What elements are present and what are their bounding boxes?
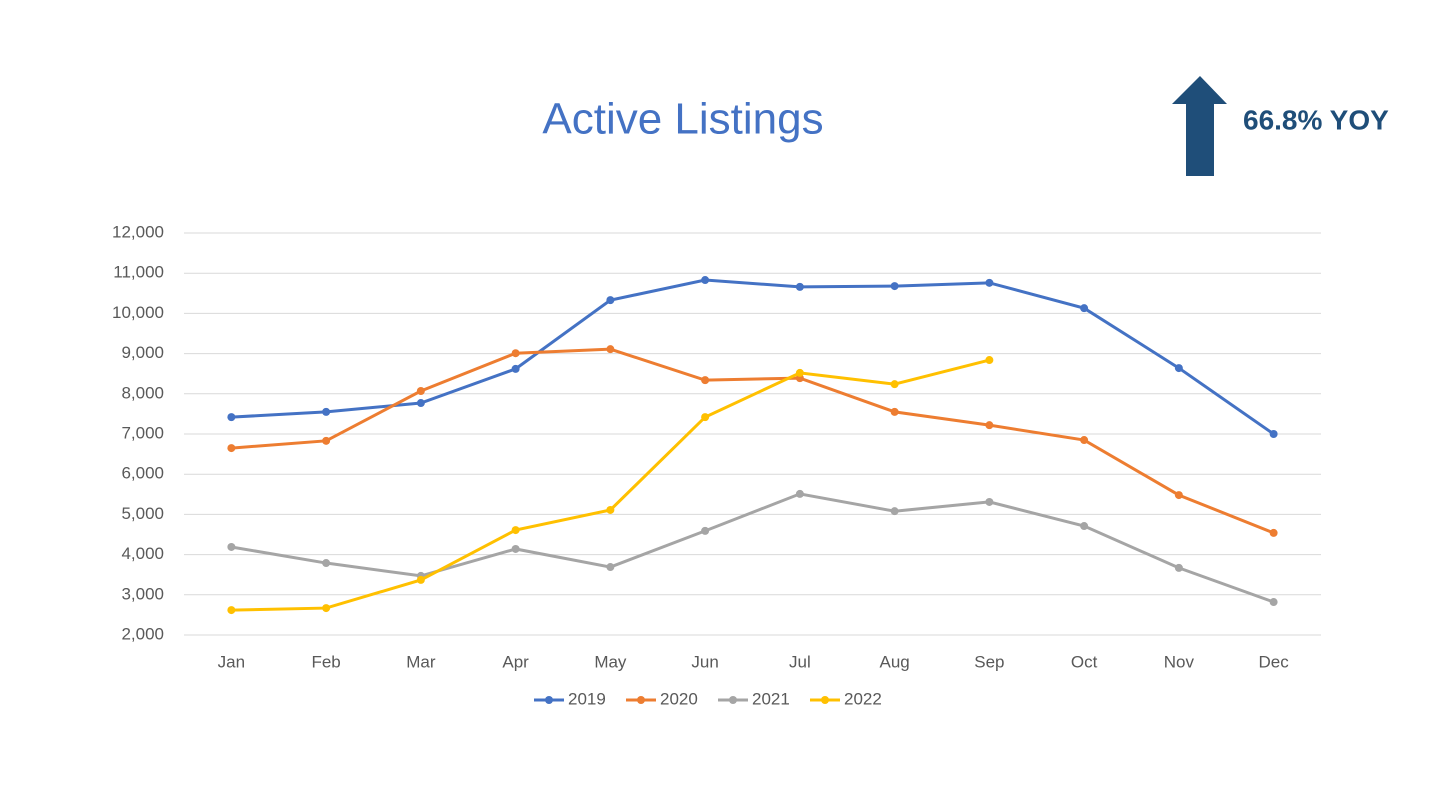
x-tick-label: Nov — [1164, 652, 1195, 671]
marker — [701, 526, 710, 535]
marker — [511, 364, 520, 373]
x-tick-label: Jun — [691, 652, 718, 671]
legend-label: 2021 — [752, 689, 790, 708]
x-tick-label: May — [594, 652, 627, 671]
marker — [985, 421, 994, 430]
marker — [606, 505, 615, 514]
marker — [1174, 364, 1183, 373]
marker — [227, 444, 236, 453]
marker — [1080, 304, 1089, 313]
marker — [985, 278, 994, 287]
y-tick-label: 2,000 — [121, 624, 164, 643]
marker — [890, 282, 899, 291]
marker — [1269, 430, 1278, 438]
x-tick-label: Jan — [218, 652, 245, 671]
marker — [795, 489, 804, 498]
marker — [416, 386, 425, 395]
marker — [416, 575, 425, 584]
marker — [606, 563, 615, 572]
marker — [1080, 522, 1089, 531]
marker — [511, 544, 520, 553]
y-tick-label: 7,000 — [121, 423, 164, 442]
chart-title: Active Listings — [542, 95, 823, 144]
x-tick-label: Apr — [502, 652, 529, 671]
marker — [795, 282, 804, 291]
y-tick-label: 3,000 — [121, 584, 164, 603]
line — [231, 278, 1275, 436]
legend-marker — [545, 696, 553, 704]
x-tick-label: Feb — [311, 652, 340, 671]
marker — [1269, 528, 1278, 537]
marker — [416, 399, 425, 408]
marker — [1269, 598, 1278, 607]
y-tick-label: 6,000 — [121, 464, 164, 483]
marker — [890, 380, 899, 389]
marker — [701, 376, 710, 385]
up-arrow — [1172, 76, 1227, 176]
marker — [511, 526, 520, 535]
line — [231, 492, 1275, 604]
marker — [227, 413, 236, 422]
y-tick-label: 11,000 — [113, 263, 164, 282]
marker — [1080, 436, 1089, 445]
marker — [322, 407, 331, 416]
marker — [227, 542, 236, 551]
x-tick-label: Oct — [1071, 652, 1098, 671]
x-tick-label: Jul — [789, 652, 811, 671]
y-tick-label: 10,000 — [112, 303, 164, 322]
y-tick-label: 5,000 — [121, 504, 164, 523]
legend-marker — [821, 696, 829, 704]
marker — [511, 349, 520, 358]
x-tick-label: Sep — [974, 652, 1004, 671]
marker — [322, 559, 331, 568]
y-tick-label: 12,000 — [112, 222, 164, 241]
y-tick-label: 4,000 — [121, 544, 164, 563]
marker — [985, 356, 994, 365]
marker — [701, 276, 710, 285]
marker — [701, 413, 710, 422]
marker — [322, 604, 331, 613]
marker — [322, 436, 331, 445]
legend-label: 2020 — [660, 689, 698, 708]
marker — [606, 296, 615, 305]
marker — [795, 368, 804, 377]
y-tick-label: 9,000 — [121, 343, 164, 362]
x-tick-label: Mar — [406, 652, 436, 671]
marker — [890, 407, 899, 416]
marker — [985, 497, 994, 506]
marker — [890, 507, 899, 516]
marker — [606, 345, 615, 354]
x-tick-label: Aug — [880, 652, 910, 671]
annotation: 66.8% YOY — [1243, 104, 1389, 135]
marker — [1174, 491, 1183, 500]
x-tick-label: Dec — [1259, 652, 1290, 671]
legend-marker — [729, 696, 737, 704]
line — [231, 358, 990, 612]
legend-marker — [637, 696, 645, 704]
legend-label: 2019 — [568, 689, 606, 708]
y-tick-label: 8,000 — [121, 383, 164, 402]
legend-label: 2022 — [844, 689, 882, 708]
marker — [1174, 563, 1183, 572]
marker — [227, 606, 236, 615]
line — [231, 347, 1275, 535]
